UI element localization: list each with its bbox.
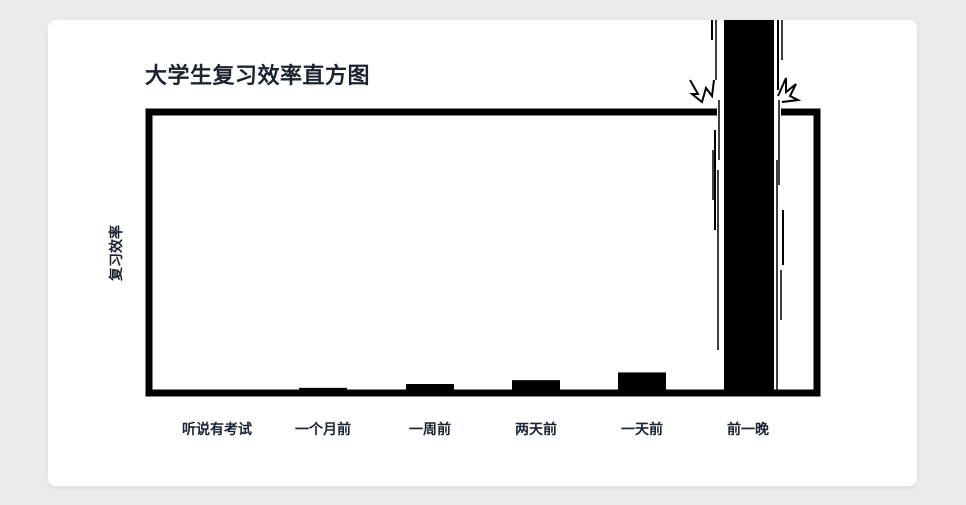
bar-3 <box>512 380 560 394</box>
x-tick-labels: 听说有考试 一个月前 一周前 两天前 一天前 前一晚 <box>182 421 769 438</box>
x-tick-label-5: 前一晚 <box>727 421 769 438</box>
x-tick-label-2: 一周前 <box>409 421 451 438</box>
frame-break-right <box>774 100 781 120</box>
x-tick-label-4: 一天前 <box>621 421 663 438</box>
x-tick-label-1: 一个月前 <box>295 421 351 438</box>
bars-group <box>193 20 774 394</box>
chart-title: 大学生复习效率直方图 <box>145 64 371 89</box>
bar-0 <box>193 393 241 394</box>
burst-left <box>689 79 715 104</box>
bar-4 <box>618 372 666 394</box>
x-tick-label-0: 听说有考试 <box>182 421 252 438</box>
x-tick-label-3: 两天前 <box>515 421 557 438</box>
bar-2 <box>406 384 454 394</box>
frame-break-left <box>717 100 724 120</box>
bar-1 <box>299 387 347 394</box>
bar-5 <box>724 20 774 394</box>
plot-frame <box>145 108 821 397</box>
burst-right <box>777 77 802 103</box>
impact-decoration <box>689 20 802 390</box>
